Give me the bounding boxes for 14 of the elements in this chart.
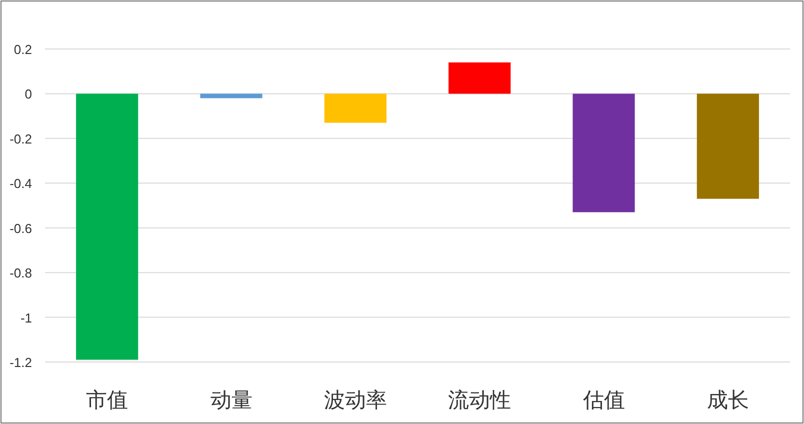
x-tick-label: 估值 — [582, 388, 625, 412]
x-tick-label: 波动率 — [324, 388, 387, 412]
y-tick-label: -0.2 — [10, 131, 32, 146]
y-tick-label: -0.4 — [10, 176, 32, 192]
y-tick-label: -1.2 — [10, 355, 32, 370]
x-tick-label: 动量 — [210, 388, 252, 412]
x-tick-label: 市值 — [86, 388, 128, 412]
y-tick-label: 0 — [24, 86, 32, 102]
y-tick-label: -0.8 — [10, 266, 32, 281]
y-tick-label: 0.2 — [14, 42, 32, 57]
y-tick-label: -0.6 — [10, 220, 32, 236]
x-tick-label: 流动性 — [448, 388, 512, 412]
y-tick-label: -1 — [20, 310, 32, 326]
x-tick-label: 成长 — [706, 388, 749, 412]
